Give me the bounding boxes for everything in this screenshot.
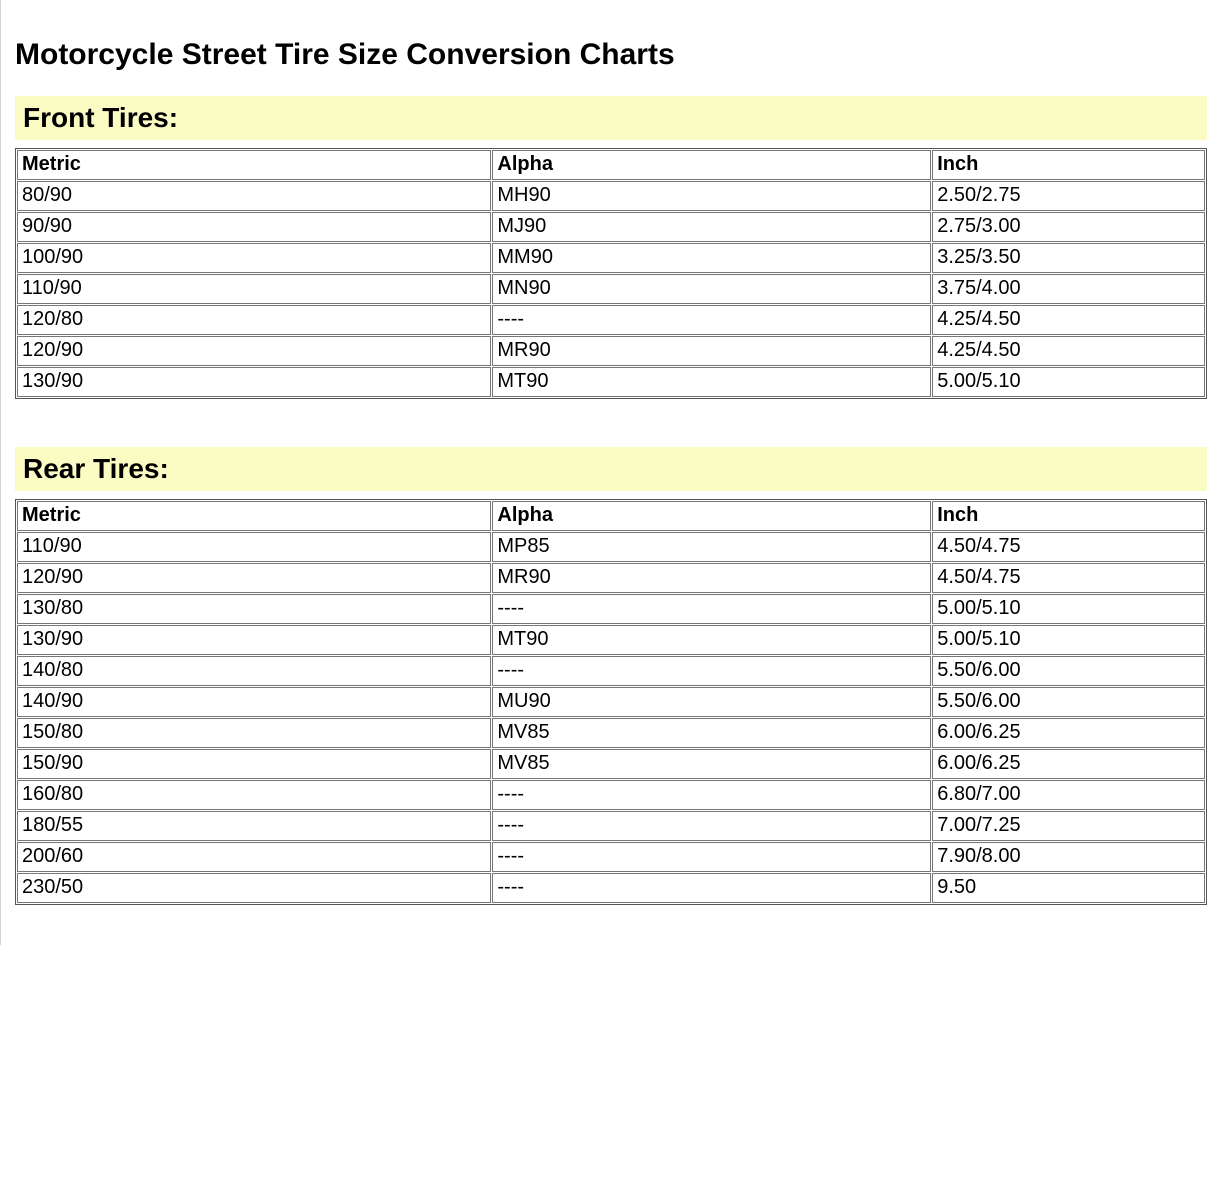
table-cell: 230/50 (17, 873, 491, 903)
table-cell: 5.50/6.00 (932, 687, 1205, 717)
table-cell: 80/90 (17, 181, 491, 211)
table-cell: 4.50/4.75 (932, 563, 1205, 593)
col-header-inch: Inch (932, 501, 1205, 531)
table-cell: 9.50 (932, 873, 1205, 903)
table-row: 140/80----5.50/6.00 (17, 656, 1205, 686)
table-front: MetricAlphaInch80/90MH902.50/2.7590/90MJ… (15, 148, 1207, 399)
col-header-alpha: Alpha (492, 501, 931, 531)
table-cell: MV85 (492, 718, 931, 748)
table-cell: 100/90 (17, 243, 491, 273)
section-title-front: Front Tires: (15, 96, 1207, 140)
col-header-metric: Metric (17, 501, 491, 531)
table-cell: 200/60 (17, 842, 491, 872)
table-row: 150/80MV856.00/6.25 (17, 718, 1205, 748)
table-cell: 160/80 (17, 780, 491, 810)
col-header-alpha: Alpha (492, 150, 931, 180)
table-cell: ---- (492, 842, 931, 872)
sections-container: Front Tires:MetricAlphaInch80/90MH902.50… (15, 96, 1207, 905)
table-cell: ---- (492, 873, 931, 903)
table-row: 120/90MR904.25/4.50 (17, 336, 1205, 366)
table-row: 130/90MT905.00/5.10 (17, 625, 1205, 655)
table-cell: 90/90 (17, 212, 491, 242)
table-cell: 150/90 (17, 749, 491, 779)
table-cell: MN90 (492, 274, 931, 304)
table-row: 130/80----5.00/5.10 (17, 594, 1205, 624)
table-row: 160/80----6.80/7.00 (17, 780, 1205, 810)
section-title-rear: Rear Tires: (15, 447, 1207, 491)
table-cell: 5.00/5.10 (932, 367, 1205, 397)
table-cell: 150/80 (17, 718, 491, 748)
table-header-row: MetricAlphaInch (17, 150, 1205, 180)
table-cell: ---- (492, 811, 931, 841)
table-cell: 180/55 (17, 811, 491, 841)
table-row: 130/90MT905.00/5.10 (17, 367, 1205, 397)
table-cell: 6.80/7.00 (932, 780, 1205, 810)
table-cell: MH90 (492, 181, 931, 211)
table-cell: ---- (492, 305, 931, 335)
table-cell: MM90 (492, 243, 931, 273)
table-row: 100/90MM903.25/3.50 (17, 243, 1205, 273)
table-cell: 120/90 (17, 563, 491, 593)
table-cell: 2.50/2.75 (932, 181, 1205, 211)
table-cell: 130/90 (17, 367, 491, 397)
table-cell: MR90 (492, 336, 931, 366)
table-row: 120/80----4.25/4.50 (17, 305, 1205, 335)
table-cell: 3.25/3.50 (932, 243, 1205, 273)
table-cell: 110/90 (17, 532, 491, 562)
table-cell: MP85 (492, 532, 931, 562)
table-row: 80/90MH902.50/2.75 (17, 181, 1205, 211)
table-cell: MJ90 (492, 212, 931, 242)
page: Motorcycle Street Tire Size Conversion C… (1, 0, 1220, 945)
table-rear: MetricAlphaInch110/90MP854.50/4.75120/90… (15, 499, 1207, 905)
section-front: Front Tires:MetricAlphaInch80/90MH902.50… (15, 96, 1207, 399)
table-row: 180/55----7.00/7.25 (17, 811, 1205, 841)
table-cell: 2.75/3.00 (932, 212, 1205, 242)
table-cell: 120/90 (17, 336, 491, 366)
col-header-inch: Inch (932, 150, 1205, 180)
section-rear: Rear Tires:MetricAlphaInch110/90MP854.50… (15, 447, 1207, 905)
table-row: 110/90MN903.75/4.00 (17, 274, 1205, 304)
table-cell: 4.25/4.50 (932, 305, 1205, 335)
table-cell: 140/80 (17, 656, 491, 686)
table-cell: 6.00/6.25 (932, 749, 1205, 779)
table-cell: 6.00/6.25 (932, 718, 1205, 748)
table-cell: 7.00/7.25 (932, 811, 1205, 841)
table-header-row: MetricAlphaInch (17, 501, 1205, 531)
table-cell: ---- (492, 594, 931, 624)
col-header-metric: Metric (17, 150, 491, 180)
table-cell: 4.50/4.75 (932, 532, 1205, 562)
table-row: 120/90MR904.50/4.75 (17, 563, 1205, 593)
table-cell: 110/90 (17, 274, 491, 304)
table-cell: MV85 (492, 749, 931, 779)
table-cell: MT90 (492, 625, 931, 655)
table-cell: 5.50/6.00 (932, 656, 1205, 686)
table-cell: MR90 (492, 563, 931, 593)
table-cell: 120/80 (17, 305, 491, 335)
table-cell: MT90 (492, 367, 931, 397)
table-row: 200/60----7.90/8.00 (17, 842, 1205, 872)
table-cell: 130/90 (17, 625, 491, 655)
table-cell: 7.90/8.00 (932, 842, 1205, 872)
table-row: 140/90MU905.50/6.00 (17, 687, 1205, 717)
table-cell: MU90 (492, 687, 931, 717)
table-cell: 4.25/4.50 (932, 336, 1205, 366)
table-cell: 5.00/5.10 (932, 594, 1205, 624)
table-cell: ---- (492, 780, 931, 810)
page-title: Motorcycle Street Tire Size Conversion C… (15, 38, 1207, 72)
table-row: 110/90MP854.50/4.75 (17, 532, 1205, 562)
table-cell: 130/80 (17, 594, 491, 624)
table-cell: 140/90 (17, 687, 491, 717)
table-cell: 3.75/4.00 (932, 274, 1205, 304)
table-cell: ---- (492, 656, 931, 686)
table-row: 150/90MV856.00/6.25 (17, 749, 1205, 779)
table-cell: 5.00/5.10 (932, 625, 1205, 655)
table-row: 230/50----9.50 (17, 873, 1205, 903)
table-row: 90/90MJ902.75/3.00 (17, 212, 1205, 242)
